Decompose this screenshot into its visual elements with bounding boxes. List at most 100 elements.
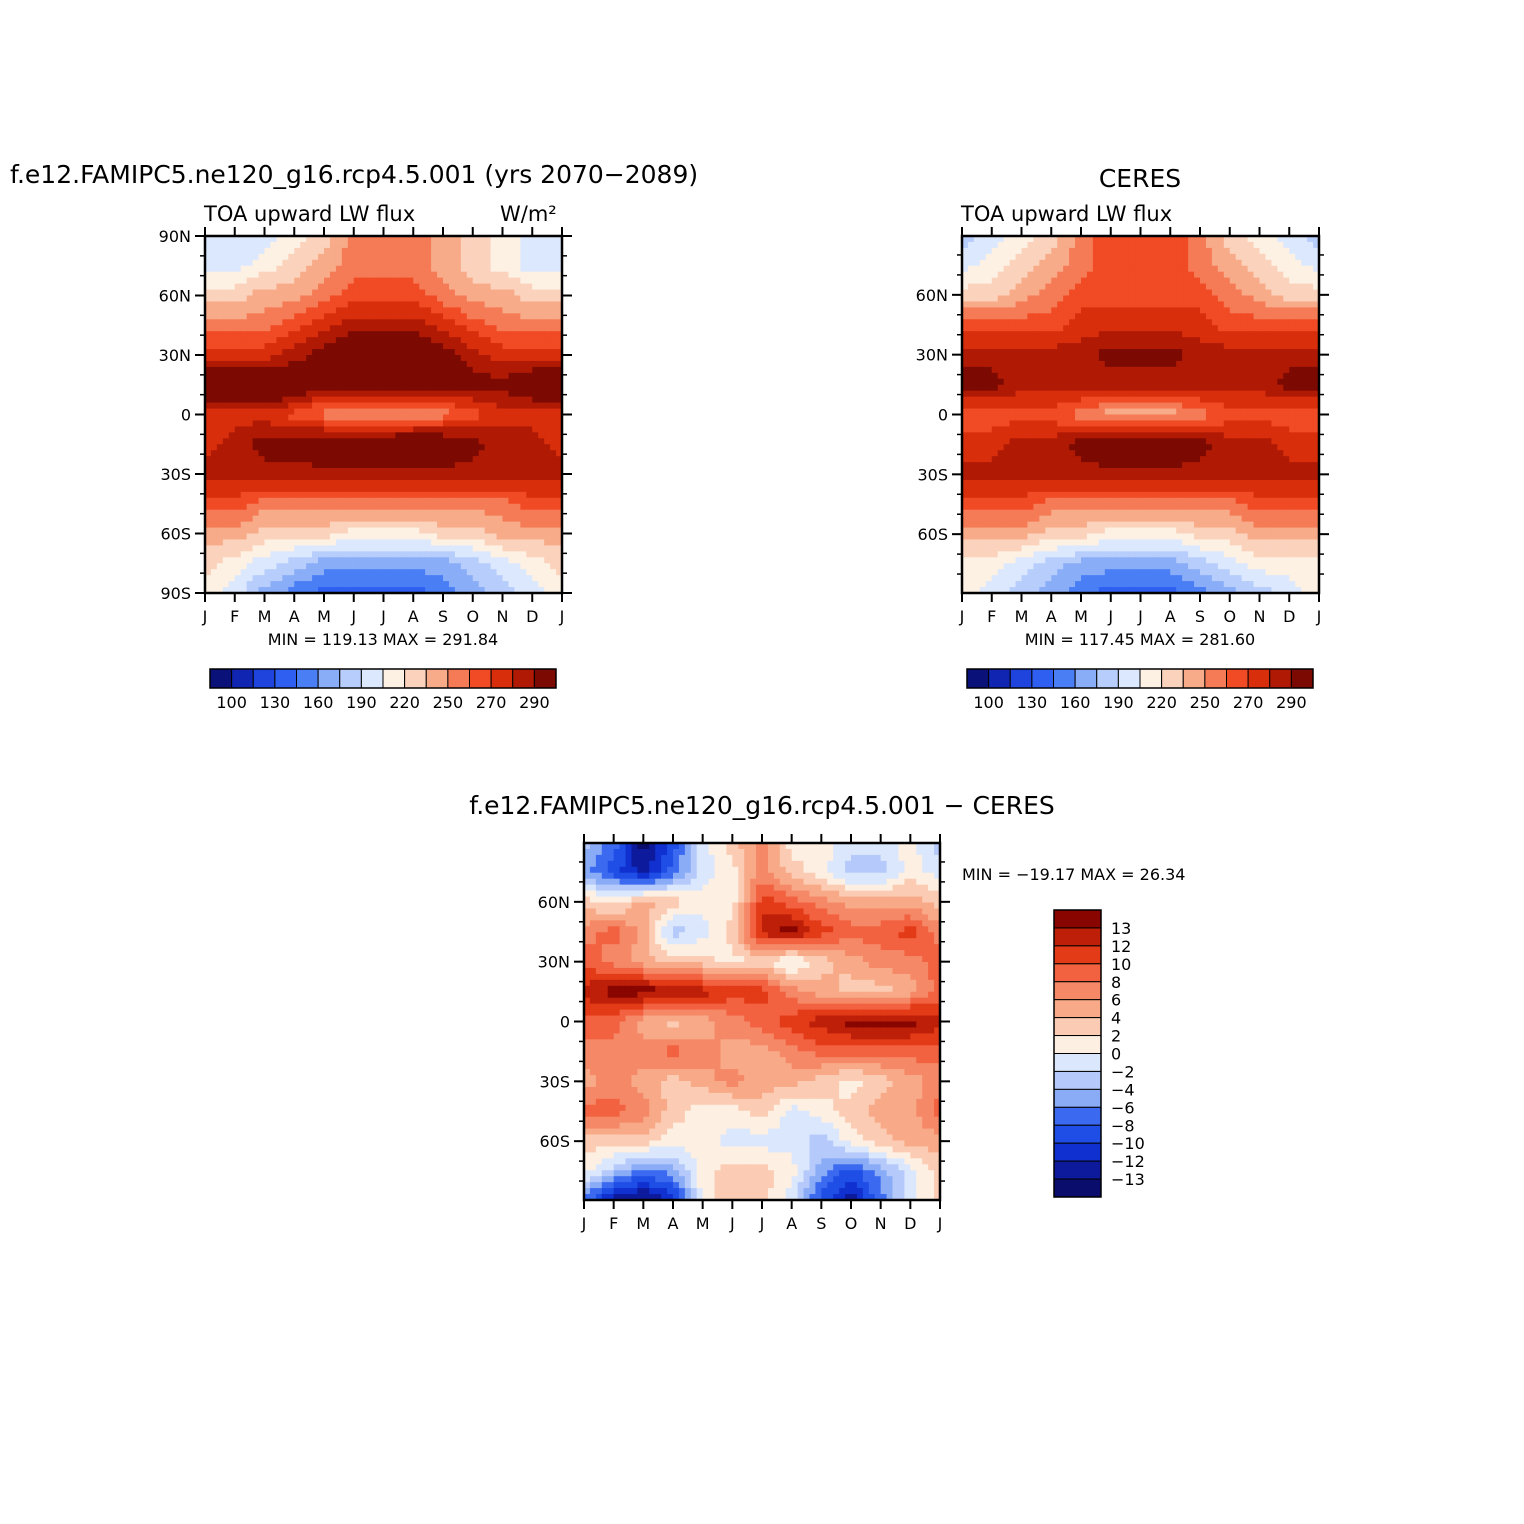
heatmap-cell: [210, 355, 218, 362]
heatmap-cell: [306, 474, 313, 481]
heatmap-cell: [401, 497, 408, 505]
heatmap-cell: [300, 414, 307, 422]
heatmap-cell: [1253, 313, 1261, 320]
heatmap-cell: [419, 491, 426, 499]
heatmap-cell: [234, 432, 242, 439]
heatmap-cell: [210, 390, 218, 398]
heatmap-cell: [962, 271, 969, 279]
heatmap-cell: [365, 313, 373, 320]
heatmap-cell: [389, 563, 396, 570]
heatmap-cell: [1217, 325, 1225, 332]
heatmap-cell: [288, 236, 295, 243]
heatmap-cell: [347, 319, 355, 326]
heatmap-cell: [222, 521, 230, 529]
heatmap-cell: [556, 408, 563, 416]
heatmap-cell: [318, 557, 325, 564]
heatmap-cell: [1069, 349, 1076, 356]
heatmap-cell: [437, 307, 444, 314]
heatmap-cell: [294, 426, 301, 433]
heatmap-cell: [1081, 301, 1088, 308]
heatmap-cell: [1140, 301, 1148, 308]
heatmap-cell: [1039, 259, 1046, 267]
heatmap-cell: [324, 414, 331, 422]
heatmap-cell: [1253, 355, 1261, 362]
heatmap-cell: [460, 301, 468, 308]
heatmap-cell: [294, 384, 301, 392]
heatmap-cell: [276, 319, 283, 326]
heatmap-cell: [443, 462, 450, 469]
heatmap-cell: [484, 384, 492, 392]
heatmap-cell: [264, 313, 272, 320]
heatmap-cell: [1205, 271, 1213, 279]
heatmap-cell: [443, 378, 450, 386]
heatmap-cell: [437, 581, 444, 588]
heatmap-cell: [205, 450, 212, 457]
heatmap-cell: [222, 241, 230, 249]
heatmap-cell: [246, 468, 254, 475]
heatmap-cell: [252, 557, 260, 564]
heatmap-cell: [496, 319, 504, 326]
heatmap-cell: [329, 491, 337, 499]
heatmap-cell: [371, 360, 379, 368]
heatmap-cell: [1098, 319, 1106, 326]
heatmap-cell: [270, 366, 277, 374]
heatmap-cell: [371, 289, 379, 297]
heatmap-cell: [395, 497, 402, 505]
heatmap-cell: [234, 474, 242, 481]
heatmap-cell: [472, 378, 480, 386]
heatmap-cell: [454, 402, 462, 410]
heatmap-cell: [210, 325, 218, 332]
heatmap-cell: [258, 366, 266, 374]
heatmap-cell: [1313, 265, 1320, 273]
heatmap-cell: [312, 491, 319, 499]
heatmap-cell: [264, 462, 272, 469]
heatmap-cell: [502, 378, 510, 386]
heatmap-cell: [502, 575, 510, 582]
heatmap-cell: [335, 402, 343, 410]
heatmap-cell: [294, 420, 301, 427]
heatmap-cell: [377, 515, 385, 523]
heatmap-cell: [1283, 355, 1290, 362]
heatmap-cell: [1223, 349, 1231, 356]
heatmap-cell: [1021, 349, 1029, 356]
heatmap-cell: [437, 360, 444, 368]
heatmap-cell: [460, 360, 468, 368]
heatmap-cell: [1229, 331, 1237, 338]
heatmap-cell: [306, 390, 313, 398]
heatmap-cell: [329, 581, 337, 588]
heatmap-cell: [1182, 337, 1189, 344]
heatmap-cell: [324, 241, 331, 249]
heatmap-cell: [431, 307, 438, 314]
heatmap-cell: [526, 444, 533, 451]
heatmap-cell: [234, 295, 242, 303]
heatmap-cell: [460, 283, 468, 291]
heatmap-cell: [1027, 295, 1034, 303]
heatmap-cell: [306, 438, 313, 445]
heatmap-cell: [282, 402, 289, 410]
heatmap-cell: [1081, 337, 1088, 344]
heatmap-cell: [264, 521, 272, 529]
heatmap-cell: [306, 277, 313, 285]
heatmap-cell: [556, 259, 563, 267]
heatmap-cell: [246, 450, 254, 457]
heatmap-cell: [532, 545, 539, 552]
heatmap-cell: [347, 265, 355, 273]
heatmap-cell: [508, 533, 515, 541]
heatmap-cell: [419, 307, 426, 314]
heatmap-cell: [496, 343, 504, 350]
heatmap-cell: [1241, 289, 1249, 297]
heatmap-cell: [443, 527, 450, 535]
heatmap-cell: [365, 408, 373, 416]
heatmap-cell: [264, 426, 272, 433]
heatmap-cell: [1086, 236, 1094, 243]
heatmap-cell: [1140, 241, 1148, 249]
heatmap-cell: [371, 355, 379, 362]
heatmap-cell: [1170, 271, 1177, 279]
heatmap-cell: [377, 527, 385, 535]
heatmap-cell: [383, 349, 391, 356]
heatmap-cell: [347, 360, 355, 368]
heatmap-cell: [222, 527, 230, 535]
heatmap-cell: [1235, 295, 1243, 303]
heatmap-cell: [1152, 241, 1159, 249]
heatmap-cell: [425, 295, 432, 303]
